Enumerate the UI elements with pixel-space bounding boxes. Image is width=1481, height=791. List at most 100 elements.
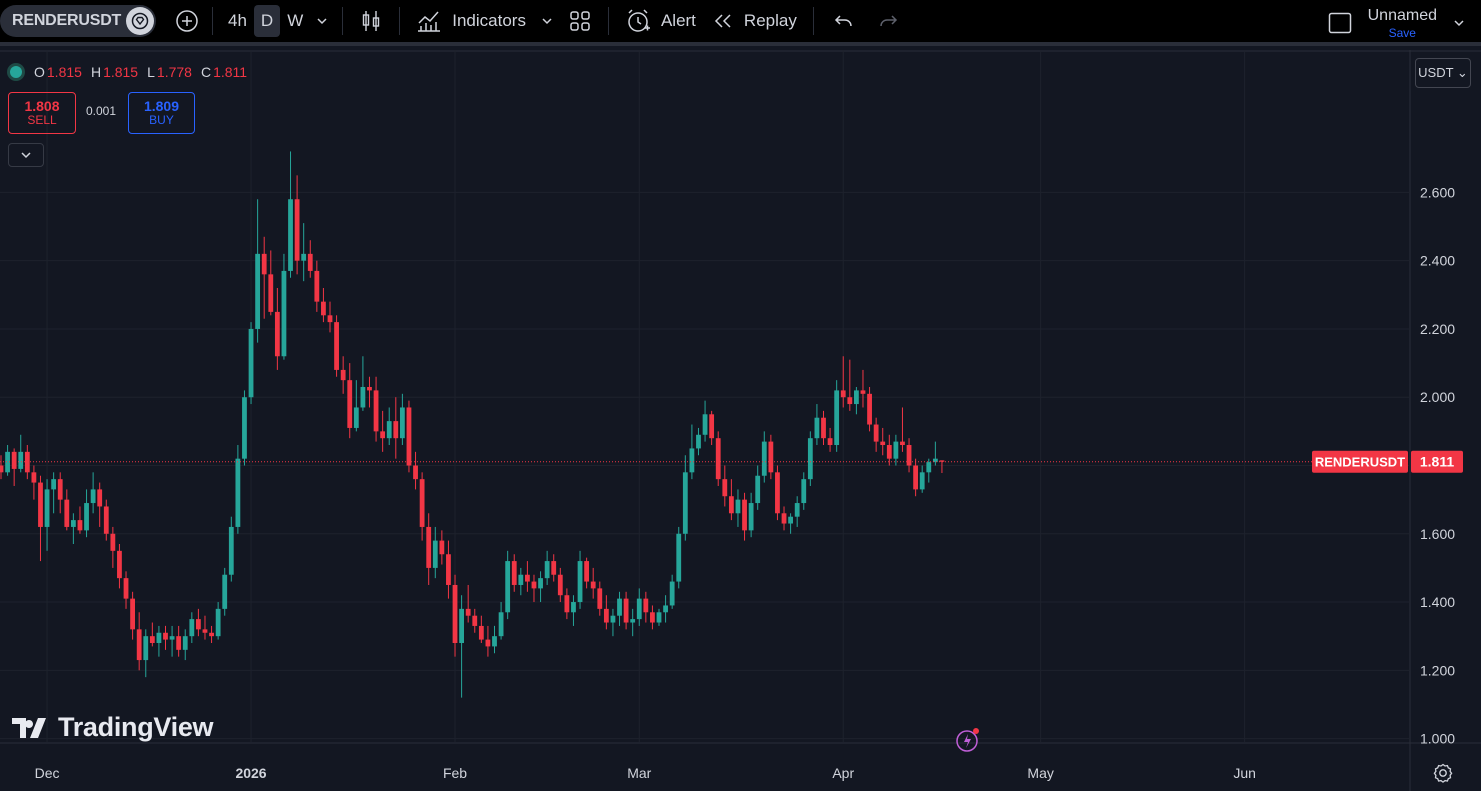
lightning-icon[interactable] — [955, 727, 981, 753]
candle — [932, 441, 938, 466]
toolbar-divider — [212, 7, 213, 35]
candle-body — [196, 619, 201, 630]
candle-body — [623, 598, 629, 623]
interval-w[interactable]: W — [287, 11, 304, 30]
candle-body — [0, 465, 4, 473]
candle-body — [472, 615, 478, 626]
price-tick-label: 1.200 — [1420, 662, 1455, 678]
replay-button[interactable]: Replay — [704, 5, 805, 37]
candle — [432, 526, 438, 579]
candle — [900, 407, 905, 452]
candle-body — [742, 499, 747, 531]
candle — [209, 625, 214, 644]
symbol-search-button[interactable]: RENDERUSDT — [0, 5, 156, 37]
candle — [584, 557, 590, 589]
candle — [274, 287, 280, 370]
diamond-icon[interactable] — [126, 7, 154, 35]
layout-dropdown-button[interactable] — [1449, 7, 1469, 39]
layout-name-button[interactable]: Unnamed Save — [1368, 7, 1437, 40]
redo-button[interactable] — [866, 5, 910, 37]
close-value: 1.811 — [213, 64, 248, 80]
sell-button[interactable]: 1.808 SELL — [8, 92, 76, 134]
candle — [821, 410, 826, 446]
candle-body — [465, 608, 471, 616]
candle — [130, 591, 135, 640]
candle — [373, 376, 379, 442]
candle-body — [485, 639, 491, 647]
price-tick-label: 2.600 — [1420, 184, 1455, 200]
candle — [222, 567, 228, 616]
compare-add-symbol-button[interactable] — [170, 5, 204, 37]
candle-body — [288, 199, 293, 271]
candle-body — [597, 588, 603, 609]
toolbar-divider — [399, 7, 401, 35]
time-axis[interactable]: Dec 2026 Feb Mar Apr May Jun — [35, 765, 1256, 781]
indicators-icon — [418, 11, 441, 32]
candle-body — [143, 636, 149, 661]
save-link[interactable]: Save — [1388, 25, 1416, 40]
interval-4h[interactable]: 4h — [228, 11, 247, 30]
toolbar-divider — [607, 7, 609, 35]
price-chart[interactable]: RENDERUSDT 1.811 1.000 1.200 1.400 1.600 2.00… — [0, 50, 1481, 791]
candle — [196, 608, 201, 637]
candle — [439, 530, 445, 565]
candle — [755, 465, 761, 510]
candle-body — [77, 520, 83, 531]
candle — [656, 608, 662, 626]
collapse-legend-button[interactable] — [8, 143, 44, 167]
indicators-dropdown-button[interactable] — [534, 5, 560, 37]
interval-d[interactable]: D — [253, 5, 281, 37]
candle-body — [406, 407, 412, 466]
candle-body — [255, 253, 261, 329]
candle — [636, 588, 642, 626]
candle-body — [854, 390, 859, 405]
candle-body — [235, 458, 241, 527]
gear-icon[interactable] — [1432, 762, 1454, 784]
alert-button[interactable]: Alert — [617, 5, 704, 37]
candle-body — [775, 472, 780, 514]
candle — [386, 407, 392, 446]
indicators-button[interactable]: Indicators — [408, 5, 534, 37]
price-tick-label: 2.400 — [1420, 253, 1455, 269]
candle — [452, 574, 458, 657]
candle — [847, 359, 853, 411]
candle-body — [347, 380, 353, 428]
candle — [728, 479, 734, 521]
candle-body — [511, 561, 517, 585]
candle — [419, 472, 425, 541]
candle — [775, 465, 780, 521]
watermark-text: TradingView — [58, 712, 214, 742]
candle-body — [426, 526, 432, 568]
currency-select[interactable]: USDT ⌄ — [1415, 58, 1471, 88]
last-price-tag — [1411, 450, 1463, 473]
candle-body — [867, 393, 872, 425]
candle-body — [696, 434, 701, 449]
candle-body — [242, 397, 247, 459]
candle-body — [5, 451, 10, 473]
layouts-button[interactable] — [560, 5, 600, 37]
candle — [525, 561, 530, 592]
candle-body — [70, 520, 76, 527]
alarm-clock-icon — [628, 9, 650, 32]
candle-body — [801, 479, 807, 504]
candle-body — [584, 561, 590, 582]
price-axis[interactable]: 1.000 1.200 1.400 1.600 2.000 2.200 2.400 2.600 — [1420, 184, 1455, 746]
candle — [485, 625, 491, 657]
candle-body — [31, 472, 37, 483]
interval-dropdown-button[interactable] — [310, 5, 334, 37]
candle-body — [446, 554, 451, 585]
buy-button[interactable]: 1.809 BUY — [128, 92, 195, 134]
candle — [465, 584, 471, 623]
candle-body — [380, 431, 386, 439]
candle — [459, 595, 464, 698]
undo-button[interactable] — [822, 5, 866, 37]
candle — [531, 574, 537, 603]
candle-body — [544, 561, 550, 579]
market-status-icon[interactable] — [10, 66, 22, 78]
fullscreen-toggle-button[interactable] — [1326, 7, 1354, 39]
replay-label: Replay — [743, 11, 797, 30]
indicators-label: Indicators — [452, 11, 526, 30]
candle-body — [873, 424, 879, 442]
chart-type-button[interactable] — [351, 5, 391, 37]
candle — [544, 550, 550, 585]
